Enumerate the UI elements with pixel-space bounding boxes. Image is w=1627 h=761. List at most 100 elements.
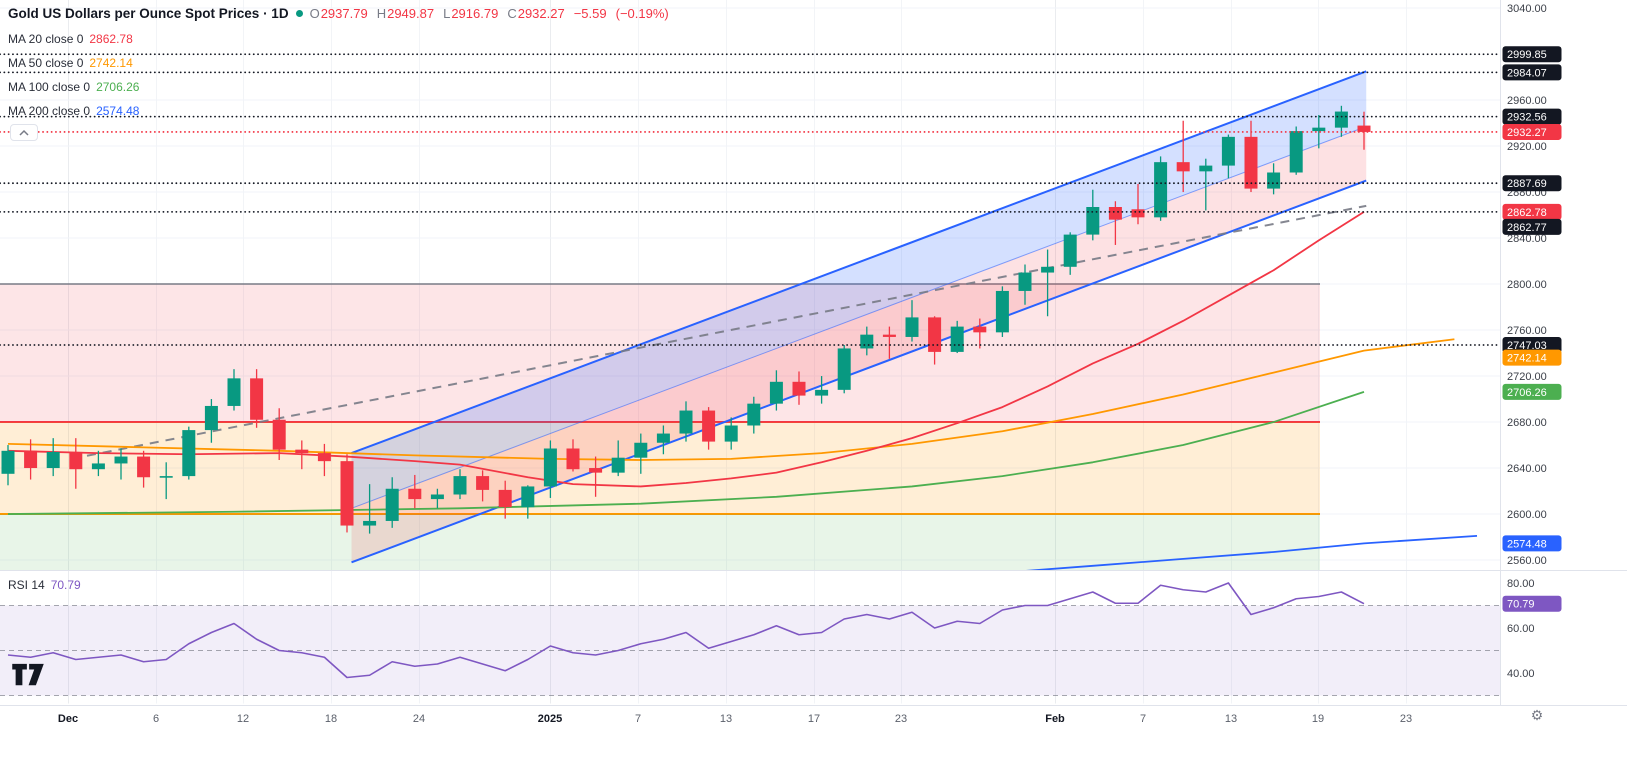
time-axis-settings-button[interactable]: ⚙ [1528,706,1546,724]
price-badge: 2862.78 [1502,203,1562,220]
price-badge: 2932.56 [1502,108,1562,125]
price-badge-text: 2932.27 [1507,127,1547,139]
time-axis-label: 13 [1225,713,1237,725]
rsi-axis-label: 80.00 [1507,578,1535,590]
rsi-axis[interactable]: 80.00 60.00 40.00 70.79 [1502,578,1562,680]
rsi-axis-label: 60.00 [1507,623,1535,635]
candle-body [1086,207,1100,235]
price-badge: 2706.26 [1502,383,1562,400]
price-badge-text: 2862.77 [1507,222,1547,234]
candle-body [566,448,580,470]
price-badge-bg [1502,175,1562,192]
candles-series[interactable] [1,105,1371,534]
channel-middle-line [351,126,1367,509]
candle-body [1176,162,1190,172]
candle-body [250,378,264,420]
price-badge-bg [1502,349,1562,366]
chart-legend-header: Gold US Dollars per Ounce Spot Prices · … [8,6,669,21]
collapse-legend-button[interactable] [10,124,38,141]
rsi-legend[interactable]: RSI 14 70.79 [8,578,81,592]
time-axis-label: 17 [808,713,820,725]
rsi-label: RSI 14 [8,578,45,592]
candle-body [1,450,15,474]
candle-body [747,403,761,426]
candle-body [114,456,128,464]
ma-line-ma-20[interactable] [7,211,1365,488]
candle-body [91,463,105,470]
high-label: H [376,6,387,21]
price-badge: 2887.69 [1502,175,1562,192]
price-badge-text: 2999.85 [1507,49,1547,61]
price-axis[interactable]: 3040.002960.002920.002880.002840.002800.… [1502,3,1562,567]
support-resistance-zone[interactable] [0,514,1320,570]
candle-body [1018,272,1032,291]
candle-body [1334,111,1348,128]
close-value: 2932.27 [517,6,565,21]
candle-body [702,410,716,442]
price-badge-text: 2574.48 [1507,538,1547,550]
ma-50-legend[interactable]: MA 50 close 0 2742.14 [8,56,133,70]
alert-level-lines[interactable] [0,53,1500,346]
candle-body [792,381,806,396]
ma-100-legend[interactable]: MA 100 close 0 2706.26 [8,80,139,94]
ma-20-label: MA 20 close 0 [8,32,84,46]
candle-body [1108,207,1122,220]
price-axis-label: 2600.00 [1507,509,1547,521]
time-axis[interactable]: Dec 6 12 18 24 2025 7 13 17 23 Feb 7 13 19 23 [58,713,1412,725]
rsi-line[interactable] [7,582,1365,679]
candle-body [1199,165,1213,172]
rsi-axis-label: 40.00 [1507,668,1535,680]
rsi-badge: 70.79 [1502,595,1562,612]
price-badge: 2999.85 [1502,46,1562,63]
price-badge-bg [1502,535,1562,552]
ma-line-ma-100[interactable] [7,390,1365,515]
price-badge: 2574.48 [1502,535,1562,552]
time-axis-label: 7 [1140,713,1146,725]
close-label: C [507,6,517,21]
ma-20-legend[interactable]: MA 20 close 0 2862.78 [8,32,133,46]
price-badge-text: 2887.69 [1507,178,1547,190]
tradingview-logo[interactable] [10,656,46,692]
candle-body [385,488,399,521]
market-status-dot [295,10,303,17]
price-badge-bg [1502,46,1562,63]
price-badge-text: 2932.56 [1507,112,1547,124]
candle-body [882,334,896,337]
price-badge-bg [1502,64,1562,81]
candle-body [159,476,173,478]
ma-50-value: 2742.14 [89,56,133,70]
time-axis-label: 23 [1400,713,1412,725]
price-badge-text: 2742.14 [1507,353,1547,365]
time-axis-label: 13 [720,713,732,725]
price-badge: 2932.27 [1502,123,1562,140]
symbol-title[interactable]: Gold US Dollars per Ounce Spot Prices · … [8,6,289,21]
candle-body [137,456,151,478]
ma-100-value: 2706.26 [96,80,140,94]
candle-body [498,489,512,508]
candle-body [611,457,625,473]
ma-line-ma-200[interactable] [1002,535,1478,573]
ascending-channel[interactable] [351,70,1367,564]
price-badge-bg [1502,336,1562,353]
price-badge-bg [1502,108,1562,125]
price-axis-label: 2960.00 [1507,95,1547,107]
candle-body [1063,234,1077,267]
price-badge-text: 2862.78 [1507,207,1547,219]
candle-body [995,290,1009,333]
ma-200-label: MA 200 close 0 [8,104,91,118]
main-price-pane[interactable] [0,53,1500,573]
price-axis-label: 2920.00 [1507,141,1547,153]
channel-upper-fill [351,71,1367,509]
support-resistance-zone[interactable] [0,284,1320,423]
rsi-pane[interactable] [0,582,1500,696]
candle-body [430,494,444,500]
price-axis-label: 2840.00 [1507,233,1547,245]
price-badge-text: 2706.26 [1507,387,1547,399]
candle-body [408,488,422,500]
price-badge: 2984.07 [1502,64,1562,81]
dashed-trendline[interactable] [71,204,1367,460]
chevron-up-icon [19,129,29,136]
ma-200-legend[interactable]: MA 200 close 0 2574.48 [8,104,139,118]
